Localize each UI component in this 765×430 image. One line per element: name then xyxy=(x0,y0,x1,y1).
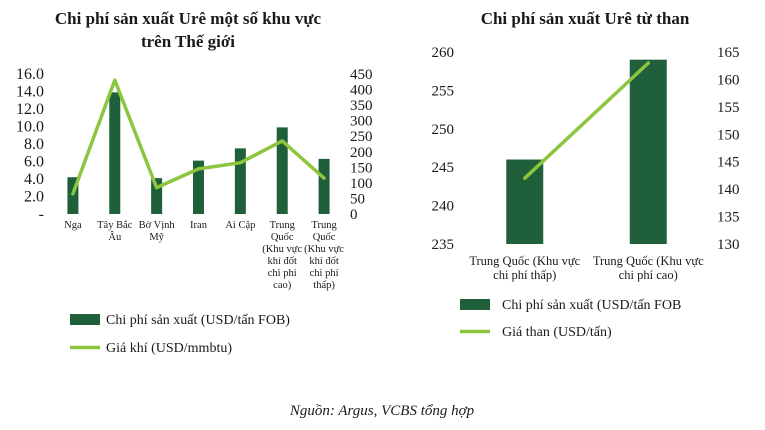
chart-1-left-tick: 2.0 xyxy=(24,189,44,206)
chart-2-right-tick: 150 xyxy=(717,127,740,143)
chart-2-right-tick: 165 xyxy=(717,45,740,61)
chart-1-title: Chi phí sản xuất Urê một số khu vực xyxy=(55,9,322,28)
chart-1-right-tick: 300 xyxy=(350,114,373,130)
chart-2-left-tick: 235 xyxy=(432,237,455,253)
chart-1-left-tick: 4.0 xyxy=(24,171,44,188)
chart-1-legend-label: Chi phí sản xuất (USD/tấn FOB) xyxy=(106,313,290,328)
chart-1-right-tick: 350 xyxy=(350,98,373,114)
chart-2-category-label: chi phí thấp) xyxy=(493,268,556,282)
chart-1-title: trên Thế giới xyxy=(141,32,235,51)
chart-1-category-label: Tây Bắc xyxy=(97,220,133,231)
chart-1-bar xyxy=(67,177,79,214)
source-note: Nguồn: Argus, VCBS tổng hợp xyxy=(289,403,475,419)
chart-1-right-tick: 50 xyxy=(350,191,365,207)
chart-1-left-tick: 10.0 xyxy=(16,119,44,136)
chart-1-bar xyxy=(276,127,288,214)
chart-2-bar xyxy=(506,159,544,244)
chart-1-right-tick: 450 xyxy=(350,67,373,83)
chart-2-category-label: Trung Quốc (Khu vực xyxy=(593,254,704,268)
chart-1-left-tick: 16.0 xyxy=(16,66,44,83)
chart-1-category-label: thấp) xyxy=(313,280,335,291)
chart-1-right-tick: 250 xyxy=(350,129,373,145)
chart-1-line-series xyxy=(71,78,326,196)
chart-1-left-tick: 12.0 xyxy=(16,101,44,118)
chart-1-right-tick: 0 xyxy=(350,207,358,223)
chart-1-category-label: Ai Cập xyxy=(225,220,255,231)
chart-1-left-tick: - xyxy=(39,206,44,223)
chart-1-left-tick: 6.0 xyxy=(24,154,44,171)
chart-1-legend-bar-swatch xyxy=(70,314,100,325)
chart-2-left-tick: 250 xyxy=(432,122,455,138)
chart-1-category-label: (Khu vực xyxy=(262,244,302,255)
chart-1-right-tick: 150 xyxy=(350,160,373,176)
chart-1-category-label: chi phí xyxy=(310,268,339,279)
chart-2-legend-label: Giá than (USD/tấn) xyxy=(502,325,612,340)
chart-2-right-tick: 135 xyxy=(717,210,740,226)
chart-2-category-label: Trung Quốc (Khu vực xyxy=(469,254,580,268)
chart-1-category-label: Âu xyxy=(108,231,122,243)
chart-2-right-tick: 140 xyxy=(717,182,740,198)
chart-1-category-label: chi phí xyxy=(268,268,297,279)
chart-1-category-label: Quốc xyxy=(271,232,294,243)
chart-1-bar xyxy=(318,158,330,214)
chart-1-bar xyxy=(234,148,246,214)
chart-2-left-tick: 260 xyxy=(432,45,455,61)
chart-1-right-tick: 100 xyxy=(350,176,373,192)
chart-2-title: Chi phí sản xuất Urê từ than xyxy=(481,9,690,28)
chart-2-bar xyxy=(629,59,667,245)
chart-2-left-tick: 255 xyxy=(432,83,455,99)
chart-2-left-tick: 240 xyxy=(432,199,455,215)
chart-1-right-tick: 400 xyxy=(350,83,373,99)
chart-1-category-label: khí đốt xyxy=(309,256,339,267)
chart-1-category-label: Quốc xyxy=(313,232,336,243)
chart-1-category-label: Mỹ xyxy=(149,232,164,243)
chart-2-legend-label: Chi phí sản xuất (USD/tấn FOB xyxy=(502,298,681,313)
chart-2-category-label: chi phí cao) xyxy=(619,268,678,282)
chart-2-right-tick: 160 xyxy=(717,72,740,88)
chart-2-right-tick: 145 xyxy=(717,155,740,171)
chart-1-category-label: cao) xyxy=(273,280,292,291)
chart-2-right-tick: 155 xyxy=(717,100,740,116)
chart-1-category-label: (Khu vực xyxy=(304,244,344,255)
chart-1-category-label: Iran xyxy=(190,220,208,231)
chart-2-legend-bar-swatch xyxy=(460,299,490,310)
chart-1-category-label: khí đốt xyxy=(267,256,297,267)
chart-1-bar xyxy=(109,92,121,214)
chart-1-category-label: Trung xyxy=(270,220,296,231)
chart-2-left-tick: 245 xyxy=(432,160,455,176)
chart-1-category-label: Nga xyxy=(64,220,82,231)
chart-1-bar xyxy=(151,178,163,214)
chart-2-line-series xyxy=(523,61,651,180)
chart-1-category-label: Bờ Vịnh xyxy=(139,220,176,231)
chart-1-category-label: Trung xyxy=(311,220,337,231)
chart-2-right-tick: 130 xyxy=(717,237,740,253)
chart-1-left-tick: 8.0 xyxy=(24,136,44,153)
chart-1-right-tick: 200 xyxy=(350,145,373,161)
chart-1-legend-label: Giá khí (USD/mmbtu) xyxy=(106,341,232,356)
chart-1-left-tick: 14.0 xyxy=(16,84,44,101)
chart-1-bar xyxy=(193,160,204,214)
